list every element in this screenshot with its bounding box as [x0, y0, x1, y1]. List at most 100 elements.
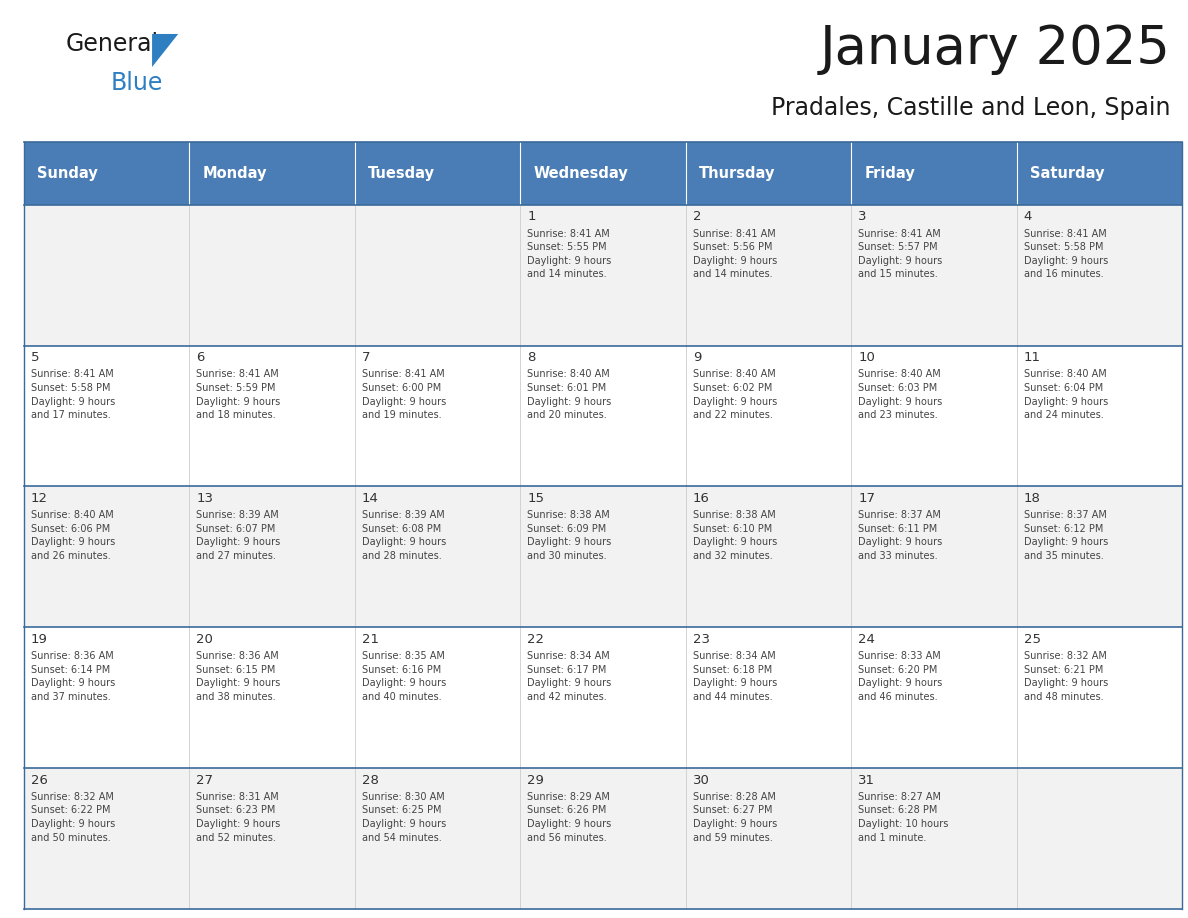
Text: Sunrise: 8:37 AM
Sunset: 6:11 PM
Daylight: 9 hours
and 33 minutes.: Sunrise: 8:37 AM Sunset: 6:11 PM Dayligh…: [858, 510, 942, 561]
Bar: [1017, 345, 1182, 487]
Text: 4: 4: [1024, 210, 1032, 223]
Text: 27: 27: [196, 774, 214, 787]
Text: Sunrise: 8:40 AM
Sunset: 6:06 PM
Daylight: 9 hours
and 26 minutes.: Sunrise: 8:40 AM Sunset: 6:06 PM Dayligh…: [31, 510, 115, 561]
Text: Sunrise: 8:29 AM
Sunset: 6:26 PM
Daylight: 9 hours
and 56 minutes.: Sunrise: 8:29 AM Sunset: 6:26 PM Dayligh…: [527, 792, 612, 843]
Bar: [24, 205, 189, 345]
Text: 3: 3: [858, 210, 867, 223]
Bar: [1017, 768, 1182, 909]
Bar: [189, 627, 355, 768]
Text: Sunrise: 8:40 AM
Sunset: 6:03 PM
Daylight: 9 hours
and 23 minutes.: Sunrise: 8:40 AM Sunset: 6:03 PM Dayligh…: [858, 369, 942, 420]
Text: 8: 8: [527, 351, 536, 364]
Text: Sunrise: 8:41 AM
Sunset: 5:58 PM
Daylight: 9 hours
and 17 minutes.: Sunrise: 8:41 AM Sunset: 5:58 PM Dayligh…: [31, 369, 115, 420]
Text: 28: 28: [362, 774, 379, 787]
Text: 5: 5: [31, 351, 39, 364]
Bar: [520, 487, 685, 627]
Text: 13: 13: [196, 492, 214, 505]
Text: Monday: Monday: [202, 166, 267, 181]
Text: Sunrise: 8:38 AM
Sunset: 6:09 PM
Daylight: 9 hours
and 30 minutes.: Sunrise: 8:38 AM Sunset: 6:09 PM Dayligh…: [527, 510, 612, 561]
Bar: [355, 205, 520, 345]
Text: 1: 1: [527, 210, 536, 223]
Text: 12: 12: [31, 492, 48, 505]
Text: Wednesday: Wednesday: [533, 166, 628, 181]
Bar: [24, 142, 189, 205]
Bar: [851, 205, 1017, 345]
Bar: [520, 205, 685, 345]
Text: Sunrise: 8:34 AM
Sunset: 6:18 PM
Daylight: 9 hours
and 44 minutes.: Sunrise: 8:34 AM Sunset: 6:18 PM Dayligh…: [693, 651, 777, 702]
Bar: [520, 627, 685, 768]
Bar: [851, 487, 1017, 627]
Text: Sunrise: 8:35 AM
Sunset: 6:16 PM
Daylight: 9 hours
and 40 minutes.: Sunrise: 8:35 AM Sunset: 6:16 PM Dayligh…: [362, 651, 446, 702]
Text: 11: 11: [1024, 351, 1041, 364]
Bar: [1017, 142, 1182, 205]
Text: 2: 2: [693, 210, 701, 223]
Text: 15: 15: [527, 492, 544, 505]
Text: 31: 31: [858, 774, 876, 787]
Bar: [189, 345, 355, 487]
Text: Sunrise: 8:36 AM
Sunset: 6:15 PM
Daylight: 9 hours
and 38 minutes.: Sunrise: 8:36 AM Sunset: 6:15 PM Dayligh…: [196, 651, 280, 702]
Text: Sunrise: 8:41 AM
Sunset: 5:56 PM
Daylight: 9 hours
and 14 minutes.: Sunrise: 8:41 AM Sunset: 5:56 PM Dayligh…: [693, 229, 777, 279]
Text: 18: 18: [1024, 492, 1041, 505]
Bar: [685, 142, 851, 205]
Bar: [189, 768, 355, 909]
Text: 25: 25: [1024, 633, 1041, 645]
Bar: [189, 487, 355, 627]
Text: Sunrise: 8:27 AM
Sunset: 6:28 PM
Daylight: 10 hours
and 1 minute.: Sunrise: 8:27 AM Sunset: 6:28 PM Dayligh…: [858, 792, 949, 843]
Bar: [1017, 487, 1182, 627]
Text: 26: 26: [31, 774, 48, 787]
Text: Blue: Blue: [110, 71, 163, 95]
Text: Sunrise: 8:31 AM
Sunset: 6:23 PM
Daylight: 9 hours
and 52 minutes.: Sunrise: 8:31 AM Sunset: 6:23 PM Dayligh…: [196, 792, 280, 843]
Text: 9: 9: [693, 351, 701, 364]
Bar: [851, 142, 1017, 205]
Text: Sunrise: 8:41 AM
Sunset: 5:55 PM
Daylight: 9 hours
and 14 minutes.: Sunrise: 8:41 AM Sunset: 5:55 PM Dayligh…: [527, 229, 612, 279]
Text: Sunday: Sunday: [37, 166, 97, 181]
Bar: [24, 627, 189, 768]
Bar: [355, 487, 520, 627]
Text: Sunrise: 8:40 AM
Sunset: 6:01 PM
Daylight: 9 hours
and 20 minutes.: Sunrise: 8:40 AM Sunset: 6:01 PM Dayligh…: [527, 369, 612, 420]
Text: Sunrise: 8:37 AM
Sunset: 6:12 PM
Daylight: 9 hours
and 35 minutes.: Sunrise: 8:37 AM Sunset: 6:12 PM Dayligh…: [1024, 510, 1108, 561]
Bar: [355, 345, 520, 487]
Text: 24: 24: [858, 633, 876, 645]
Bar: [24, 487, 189, 627]
Text: Sunrise: 8:36 AM
Sunset: 6:14 PM
Daylight: 9 hours
and 37 minutes.: Sunrise: 8:36 AM Sunset: 6:14 PM Dayligh…: [31, 651, 115, 702]
Text: Sunrise: 8:34 AM
Sunset: 6:17 PM
Daylight: 9 hours
and 42 minutes.: Sunrise: 8:34 AM Sunset: 6:17 PM Dayligh…: [527, 651, 612, 702]
Bar: [685, 768, 851, 909]
Bar: [851, 627, 1017, 768]
Bar: [1017, 627, 1182, 768]
Text: 10: 10: [858, 351, 876, 364]
Text: Sunrise: 8:32 AM
Sunset: 6:21 PM
Daylight: 9 hours
and 48 minutes.: Sunrise: 8:32 AM Sunset: 6:21 PM Dayligh…: [1024, 651, 1108, 702]
Text: Sunrise: 8:40 AM
Sunset: 6:02 PM
Daylight: 9 hours
and 22 minutes.: Sunrise: 8:40 AM Sunset: 6:02 PM Dayligh…: [693, 369, 777, 420]
Text: Sunrise: 8:41 AM
Sunset: 6:00 PM
Daylight: 9 hours
and 19 minutes.: Sunrise: 8:41 AM Sunset: 6:00 PM Dayligh…: [362, 369, 446, 420]
Bar: [189, 142, 355, 205]
Text: 30: 30: [693, 774, 709, 787]
Text: Sunrise: 8:39 AM
Sunset: 6:07 PM
Daylight: 9 hours
and 27 minutes.: Sunrise: 8:39 AM Sunset: 6:07 PM Dayligh…: [196, 510, 280, 561]
Bar: [24, 345, 189, 487]
Text: Tuesday: Tuesday: [368, 166, 435, 181]
Text: Sunrise: 8:33 AM
Sunset: 6:20 PM
Daylight: 9 hours
and 46 minutes.: Sunrise: 8:33 AM Sunset: 6:20 PM Dayligh…: [858, 651, 942, 702]
Text: 19: 19: [31, 633, 48, 645]
Text: 22: 22: [527, 633, 544, 645]
Polygon shape: [152, 34, 178, 67]
Bar: [520, 768, 685, 909]
Text: Sunrise: 8:38 AM
Sunset: 6:10 PM
Daylight: 9 hours
and 32 minutes.: Sunrise: 8:38 AM Sunset: 6:10 PM Dayligh…: [693, 510, 777, 561]
Text: Sunrise: 8:41 AM
Sunset: 5:57 PM
Daylight: 9 hours
and 15 minutes.: Sunrise: 8:41 AM Sunset: 5:57 PM Dayligh…: [858, 229, 942, 279]
Text: Friday: Friday: [865, 166, 915, 181]
Bar: [851, 345, 1017, 487]
Bar: [685, 627, 851, 768]
Text: 17: 17: [858, 492, 876, 505]
Text: Sunrise: 8:30 AM
Sunset: 6:25 PM
Daylight: 9 hours
and 54 minutes.: Sunrise: 8:30 AM Sunset: 6:25 PM Dayligh…: [362, 792, 446, 843]
Bar: [24, 768, 189, 909]
Text: 20: 20: [196, 633, 213, 645]
Bar: [355, 142, 520, 205]
Bar: [851, 768, 1017, 909]
Text: 6: 6: [196, 351, 204, 364]
Text: 21: 21: [362, 633, 379, 645]
Bar: [685, 205, 851, 345]
Text: 14: 14: [362, 492, 379, 505]
Text: Sunrise: 8:41 AM
Sunset: 5:59 PM
Daylight: 9 hours
and 18 minutes.: Sunrise: 8:41 AM Sunset: 5:59 PM Dayligh…: [196, 369, 280, 420]
Text: Sunrise: 8:41 AM
Sunset: 5:58 PM
Daylight: 9 hours
and 16 minutes.: Sunrise: 8:41 AM Sunset: 5:58 PM Dayligh…: [1024, 229, 1108, 279]
Bar: [189, 205, 355, 345]
Text: Sunrise: 8:39 AM
Sunset: 6:08 PM
Daylight: 9 hours
and 28 minutes.: Sunrise: 8:39 AM Sunset: 6:08 PM Dayligh…: [362, 510, 446, 561]
Bar: [520, 345, 685, 487]
Bar: [520, 142, 685, 205]
Text: Sunrise: 8:32 AM
Sunset: 6:22 PM
Daylight: 9 hours
and 50 minutes.: Sunrise: 8:32 AM Sunset: 6:22 PM Dayligh…: [31, 792, 115, 843]
